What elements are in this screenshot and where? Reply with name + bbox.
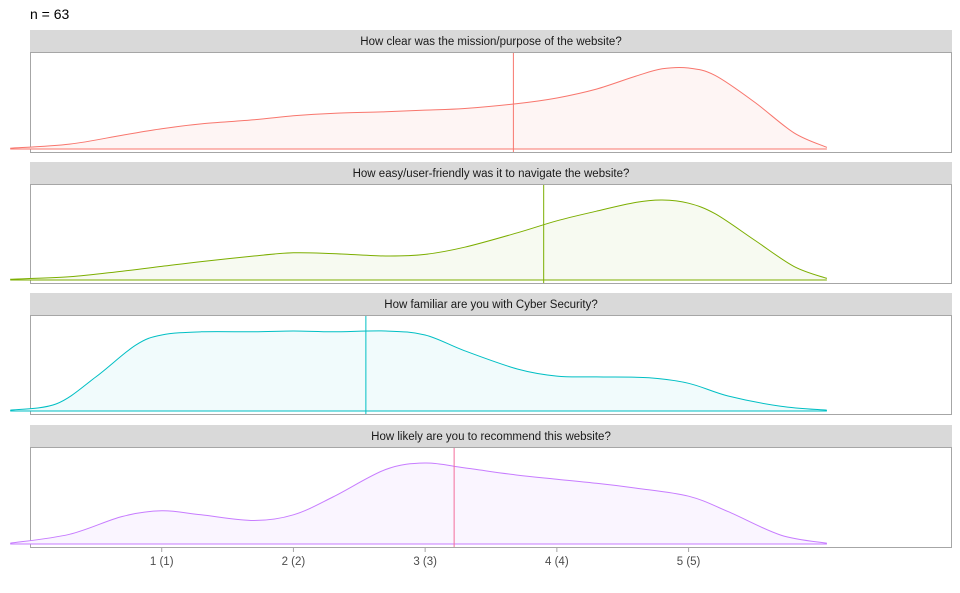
facet-panel-1: How clear was the mission/purpose of the…	[10, 30, 952, 153]
density-curve	[10, 199, 828, 280]
density-curve	[10, 66, 828, 149]
density-curve	[10, 330, 827, 411]
x-tick-label: 5 (5)	[677, 556, 701, 568]
facet-strip	[30, 293, 952, 315]
x-tick-label: 4 (4)	[545, 556, 569, 568]
density-area	[10, 462, 827, 544]
facet-title: How familiar are you with Cyber Security…	[384, 299, 597, 311]
facet-title: How likely are you to recommend this web…	[371, 431, 611, 443]
density-area	[10, 199, 827, 280]
facet-panel-2: How easy/user-friendly was it to navigat…	[10, 162, 952, 284]
facet-strip	[30, 425, 952, 447]
x-tick-label: 1 (1)	[150, 556, 174, 568]
x-tick-label: 3 (3)	[413, 556, 437, 568]
density-area	[10, 330, 827, 411]
facet-strip	[30, 162, 952, 184]
sample-size-value: 63	[53, 6, 70, 22]
sample-size-prefix: n =	[30, 6, 54, 22]
facet-panel-3: How familiar are you with Cyber Security…	[10, 293, 952, 415]
facet-strip	[30, 30, 952, 52]
x-axis: 1 (1) 2 (2) 3 (3) 4 (4) 5 (5)	[150, 548, 701, 568]
sample-size-label: n = 63	[30, 6, 69, 22]
facet-title: How clear was the mission/purpose of the…	[360, 36, 621, 48]
x-tick-label: 2 (2)	[282, 556, 306, 568]
density-curve	[10, 462, 827, 544]
facet-panel-4: How likely are you to recommend this web…	[10, 425, 952, 548]
density-area	[10, 67, 827, 149]
facet-title: How easy/user-friendly was it to navigat…	[353, 168, 630, 180]
